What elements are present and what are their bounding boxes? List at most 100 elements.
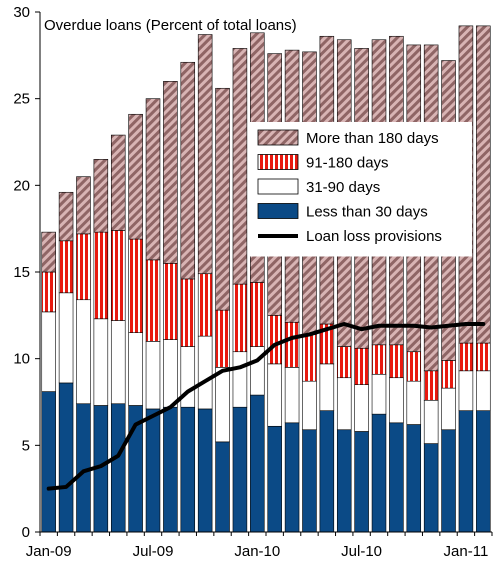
- bar-31-90-days: [319, 363, 335, 411]
- bar-91-180-days: [441, 360, 456, 389]
- bar-31-90-days: [41, 311, 56, 392]
- bar-91-180-days: [163, 263, 178, 340]
- bar-91-180-days: [93, 231, 109, 320]
- bar-91-180-days: [145, 259, 161, 342]
- bar-31-90-days: [354, 384, 369, 432]
- legend-swatch: [257, 154, 299, 170]
- bar-more-than-180-days: [76, 176, 91, 235]
- bar-more-than-180-days: [58, 191, 74, 242]
- bar-more-than-180-days: [41, 231, 56, 273]
- line-layer: [46, 322, 486, 491]
- x-tick-label: Jul-10: [341, 543, 382, 560]
- line-loan-loss-provisions: [46, 322, 486, 491]
- bar-91-180-days: [406, 351, 422, 382]
- legend-label: Less than 30 days: [306, 204, 428, 221]
- bar-31-90-days: [423, 399, 439, 444]
- bar-more-than-180-days: [93, 159, 109, 233]
- bar-less-than-30-days: [58, 382, 74, 533]
- bar-31-90-days: [58, 292, 74, 384]
- bar-more-than-180-days: [215, 87, 230, 311]
- bar-less-than-30-days: [215, 441, 230, 533]
- bar-31-90-days: [476, 370, 491, 411]
- legend-label: More than 180 days: [306, 130, 439, 147]
- bar-31-90-days: [389, 377, 404, 424]
- bar-less-than-30-days: [389, 422, 404, 533]
- bar-less-than-30-days: [267, 425, 282, 533]
- bar-91-180-days: [423, 370, 439, 401]
- bar-more-than-180-days: [110, 134, 126, 231]
- bar-less-than-30-days: [284, 422, 300, 533]
- legend-label: 91-180 days: [306, 155, 389, 172]
- bar-31-90-days: [76, 299, 91, 405]
- legend-label: Loan loss provisions: [306, 228, 442, 245]
- legend-label: 31-90 days: [306, 179, 380, 196]
- bar-91-180-days: [232, 283, 248, 353]
- bar-31-90-days: [406, 380, 422, 425]
- legend-swatch: [257, 129, 299, 146]
- legend-swatch: [257, 203, 299, 219]
- y-tick-label: 15: [13, 264, 30, 281]
- bar-less-than-30-days: [354, 431, 369, 533]
- bar-31-90-days: [110, 320, 126, 405]
- bar-less-than-30-days: [180, 406, 196, 533]
- bar-less-than-30-days: [110, 403, 126, 533]
- bar-91-180-days: [458, 342, 474, 372]
- bar-91-180-days: [180, 278, 196, 347]
- axes-layer: 0 5 10 15 20 25 30 Jan-09 Jul-09 Jan-10 Jul-10 Jan-…: [13, 4, 493, 560]
- legend-swatch: [257, 178, 299, 195]
- bar-91-180-days: [371, 344, 387, 375]
- bar-less-than-30-days: [423, 443, 439, 533]
- bar-less-than-30-days: [406, 424, 422, 533]
- x-tick-label: Jan-10: [234, 543, 280, 560]
- bar-31-90-days: [197, 335, 213, 410]
- bar-more-than-180-days: [180, 61, 196, 280]
- bar-91-180-days: [76, 233, 91, 301]
- bar-31-90-days: [128, 332, 143, 406]
- bar-less-than-30-days: [163, 406, 178, 533]
- bar-31-90-days: [441, 387, 456, 431]
- bar-91-180-days: [128, 238, 143, 333]
- bar-less-than-30-days: [441, 429, 456, 533]
- y-tick-label: 20: [13, 177, 30, 194]
- y-tick-label: 30: [13, 4, 30, 21]
- bar-less-than-30-days: [336, 429, 352, 533]
- bar-more-than-180-days: [128, 113, 143, 240]
- bar-91-180-days: [336, 346, 352, 379]
- bar-more-than-180-days: [163, 81, 178, 264]
- bar-less-than-30-days: [371, 413, 387, 533]
- bar-31-90-days: [336, 377, 352, 431]
- x-tick-label: Jan-09: [26, 543, 72, 560]
- y-tick-label: 10: [13, 351, 30, 368]
- bars-layer: [41, 25, 491, 533]
- bar-91-180-days: [389, 344, 404, 379]
- bar-31-90-days: [145, 341, 161, 410]
- bar-less-than-30-days: [197, 408, 213, 533]
- legend: More than 180 days 91-180 days 31-90 days L…: [250, 122, 472, 257]
- bar-91-180-days: [215, 309, 230, 368]
- x-tick-label: Jul-09: [133, 543, 174, 560]
- bar-less-than-30-days: [232, 406, 248, 533]
- bar-less-than-30-days: [319, 410, 335, 533]
- bar-91-180-days: [41, 271, 56, 313]
- y-tick-label: 0: [22, 524, 30, 541]
- x-tick-label: Jan-11: [444, 543, 489, 560]
- bar-less-than-30-days: [302, 429, 317, 533]
- bar-91-180-days: [267, 315, 282, 365]
- bar-more-than-180-days: [145, 98, 161, 261]
- bar-less-than-30-days: [41, 391, 56, 533]
- bar-91-180-days: [284, 321, 300, 368]
- bar-more-than-180-days: [197, 34, 213, 275]
- bar-31-90-days: [458, 370, 474, 411]
- bar-less-than-30-days: [250, 394, 265, 533]
- bar-less-than-30-days: [476, 410, 491, 533]
- chart-title: Overdue loans (Percent of total loans): [44, 17, 297, 34]
- bar-91-180-days: [197, 273, 213, 337]
- bar-31-90-days: [93, 318, 109, 406]
- bar-less-than-30-days: [458, 410, 474, 533]
- bar-31-90-days: [302, 380, 317, 431]
- bar-91-180-days: [354, 347, 369, 385]
- bar-31-90-days: [215, 367, 230, 443]
- y-tick-label: 25: [13, 91, 30, 108]
